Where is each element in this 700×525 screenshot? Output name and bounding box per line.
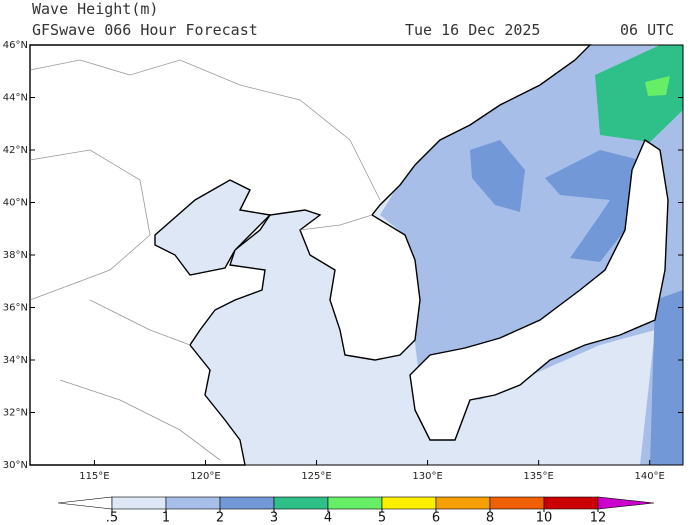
border [89,299,191,346]
time: 06 UTC [620,21,674,39]
x-tick-label: 140°E [634,471,664,482]
x-tick-label: 120°E [190,471,220,482]
colorbar-segment [165,496,221,510]
colorbar-label: 10 [536,511,553,525]
border [29,149,151,301]
x-tick-label: 135°E [523,471,553,482]
sea-dark [470,140,525,212]
land-mainland [29,44,592,466]
date: Tue 16 Dec 2025 [405,21,540,39]
sea-green [595,45,683,142]
y-tick-label: 46°N [3,40,28,51]
colorbar-segment [435,496,491,510]
colorbar-label: 1 [162,511,170,525]
border [299,214,373,231]
x-tick-label: 130°E [412,471,442,482]
border [29,59,381,201]
y-tick-label: 40°N [3,198,28,209]
sea-dark [545,150,640,262]
subtitle: GFSwave 066 Hour Forecast [32,21,258,39]
colorbar-label: 5 [378,511,386,525]
colorbar-label: 4 [324,511,332,525]
y-tick-label: 34°N [3,355,28,366]
y-tick-label: 36°N [3,303,28,314]
colorbar-label: .5 [106,511,118,525]
map [29,44,684,466]
y-tick-label: 44°N [3,93,28,104]
colorbar-label: 8 [486,511,494,525]
bohai-sea [154,179,272,276]
border [59,379,221,461]
y-tick-label: 42°N [3,145,28,156]
y-tick-label: 32°N [3,408,28,419]
colorbar-segment [381,496,437,510]
colorbar-label: 3 [270,511,278,525]
colorbar-segment [273,496,329,510]
land-japan [409,138,669,441]
sea-dark [650,290,683,465]
colorbar-label: 6 [432,511,440,525]
colorbar-over [597,496,655,510]
colorbar-segment [543,496,599,510]
colorbar-segment [489,496,545,510]
y-tick-label: 38°N [3,250,28,261]
colorbar-segment [219,496,275,510]
x-tick-label: 115°E [79,471,109,482]
colorbar-label: 12 [590,511,607,525]
y-tick-label: 30°N [3,460,28,471]
x-tick-label: 125°E [301,471,331,482]
colorbar-segment [111,496,167,510]
colorbar-segment [327,496,383,510]
sea-lightgreen [645,76,670,96]
colorbar-label: 2 [216,511,224,525]
title: Wave Height(m) [32,0,158,18]
